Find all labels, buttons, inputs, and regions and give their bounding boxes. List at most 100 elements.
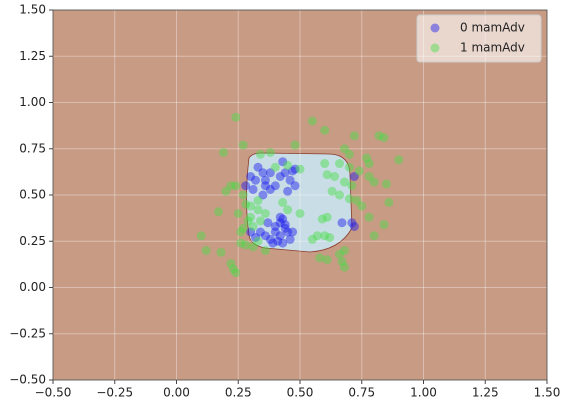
point	[327, 186, 337, 196]
point	[248, 221, 258, 231]
point	[255, 216, 265, 226]
point	[290, 181, 300, 191]
point	[369, 231, 379, 241]
point	[295, 164, 305, 174]
point	[317, 214, 327, 224]
legend-box	[416, 14, 542, 63]
legend: 0 mamAdv 1 mamAdv	[416, 14, 542, 63]
y-tick-label: 1.00	[19, 95, 46, 109]
point	[275, 212, 285, 222]
legend-marker	[430, 43, 440, 53]
point	[315, 253, 325, 263]
point	[241, 181, 251, 191]
point	[339, 262, 349, 272]
point	[258, 168, 268, 178]
point	[265, 234, 275, 244]
point	[231, 181, 241, 191]
point	[263, 218, 273, 228]
point	[248, 242, 258, 252]
point	[369, 177, 379, 187]
point	[226, 258, 236, 268]
point	[228, 264, 238, 274]
point	[337, 218, 347, 228]
point	[260, 246, 270, 255]
point	[201, 246, 211, 255]
point	[283, 160, 293, 170]
y-tick-label: 0.00	[19, 280, 46, 294]
point	[374, 131, 384, 141]
point	[285, 234, 295, 244]
point	[270, 227, 280, 237]
point	[322, 212, 332, 222]
point	[347, 218, 357, 228]
point	[330, 172, 340, 181]
point	[295, 209, 305, 218]
point	[258, 190, 268, 200]
y-tick-label: 1.50	[19, 3, 46, 17]
point	[270, 221, 280, 231]
point	[320, 159, 330, 169]
point	[364, 212, 374, 222]
point	[241, 240, 251, 250]
point	[288, 166, 298, 176]
point	[248, 184, 258, 194]
point	[307, 116, 317, 126]
point	[325, 233, 335, 243]
y-tick-label: 0.75	[19, 141, 46, 155]
point	[322, 255, 332, 265]
point	[354, 166, 364, 176]
point	[268, 238, 278, 248]
y-tick-label: 0.25	[19, 234, 46, 248]
legend-marker	[430, 23, 440, 33]
point	[280, 223, 290, 233]
point	[265, 168, 275, 178]
point	[349, 131, 359, 141]
point	[352, 196, 362, 206]
point	[285, 175, 295, 185]
point	[339, 246, 349, 255]
point	[233, 209, 243, 218]
point	[260, 231, 270, 241]
x-tick-label: −0.25	[96, 386, 133, 400]
point	[216, 247, 226, 257]
point	[283, 186, 293, 196]
point	[320, 231, 330, 241]
point	[335, 249, 345, 259]
point	[253, 205, 263, 215]
y-tick-label: −0.50	[9, 373, 46, 387]
point	[337, 257, 347, 267]
point	[290, 140, 300, 150]
point	[196, 231, 206, 241]
point	[236, 227, 246, 237]
point	[335, 190, 345, 200]
points	[196, 112, 404, 278]
x-tick-label: 0.25	[225, 386, 252, 400]
point	[236, 238, 246, 248]
point	[270, 162, 280, 172]
point	[255, 149, 265, 159]
point	[322, 170, 332, 180]
point	[260, 181, 270, 191]
point	[283, 205, 293, 215]
x-tick-label: 1.00	[410, 386, 437, 400]
point	[226, 181, 236, 191]
point	[290, 164, 300, 174]
point	[280, 220, 290, 230]
point	[307, 234, 317, 244]
point	[253, 196, 263, 206]
x-tick-label: 0.50	[287, 386, 314, 400]
point	[275, 172, 285, 181]
point	[384, 197, 394, 207]
point	[280, 168, 290, 178]
point	[218, 147, 228, 157]
y-tick-label: 0.50	[19, 188, 46, 202]
point	[253, 162, 263, 172]
point	[379, 220, 389, 230]
x-tick-label: 0.00	[163, 386, 190, 400]
decision-region	[246, 152, 353, 253]
point	[238, 140, 248, 150]
point	[231, 268, 241, 278]
point	[278, 214, 288, 224]
point	[251, 233, 261, 243]
point	[312, 231, 322, 241]
